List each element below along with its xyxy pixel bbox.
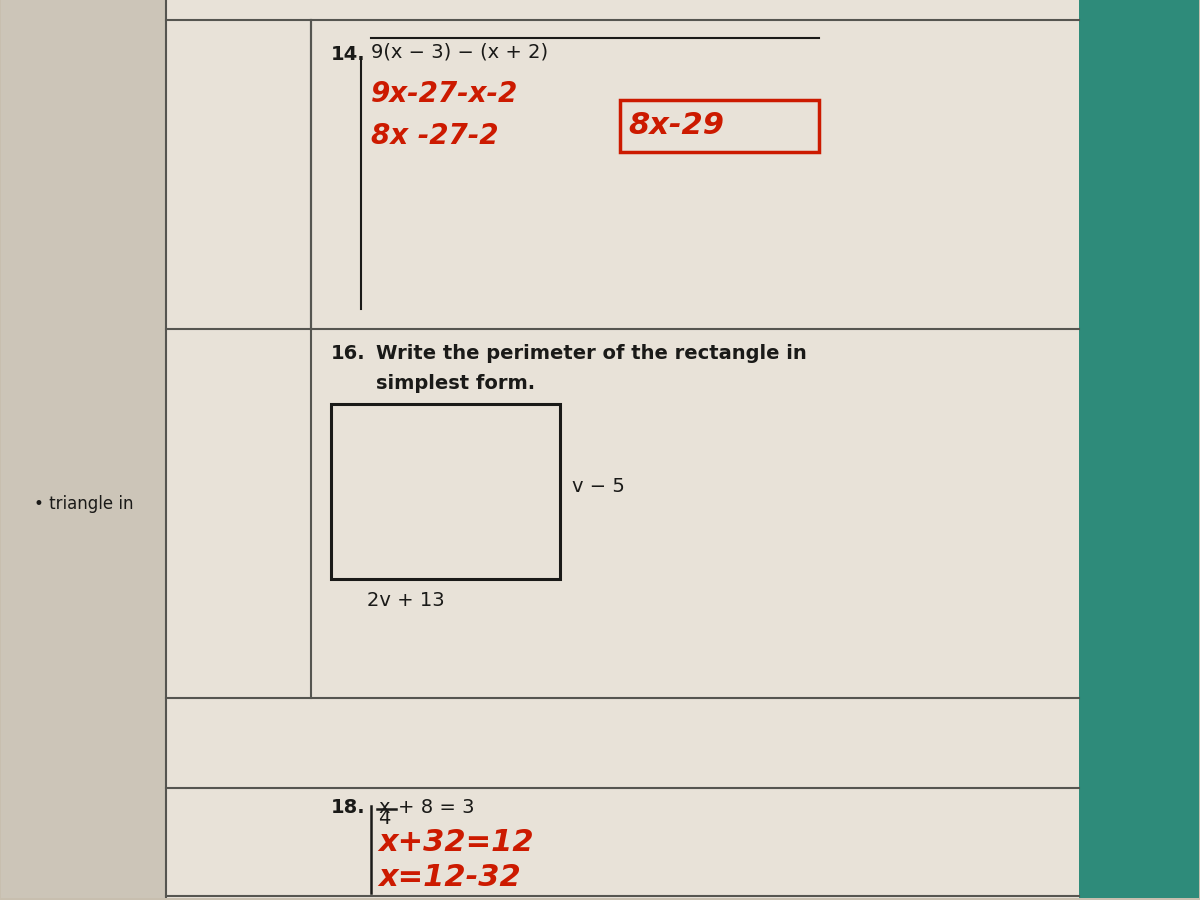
- Text: v − 5: v − 5: [572, 477, 625, 497]
- Bar: [620, 100, 820, 152]
- Bar: [331, 404, 560, 579]
- Text: 14.: 14.: [331, 45, 365, 64]
- Text: x=12-32: x=12-32: [378, 863, 521, 892]
- Bar: [1079, 0, 1199, 898]
- Text: 9(x − 3) − (x + 2): 9(x − 3) − (x + 2): [371, 43, 547, 62]
- Text: 16.: 16.: [331, 344, 365, 364]
- Text: 9x-27-x-2: 9x-27-x-2: [371, 80, 517, 108]
- Text: 18.: 18.: [331, 798, 365, 817]
- Text: 8x-29: 8x-29: [628, 112, 724, 140]
- Text: • triangle in: • triangle in: [35, 495, 134, 513]
- Text: Write the perimeter of the rectangle in: Write the perimeter of the rectangle in: [376, 344, 806, 364]
- Text: x: x: [378, 798, 390, 817]
- Text: x+32=12: x+32=12: [378, 828, 534, 857]
- Text: + 8 = 3: + 8 = 3: [398, 798, 475, 817]
- Text: 8x -27-2: 8x -27-2: [371, 122, 498, 149]
- Bar: [1, 0, 166, 898]
- Text: 4: 4: [378, 809, 391, 828]
- Text: 2v + 13: 2v + 13: [367, 590, 444, 609]
- Text: simplest form.: simplest form.: [376, 374, 535, 393]
